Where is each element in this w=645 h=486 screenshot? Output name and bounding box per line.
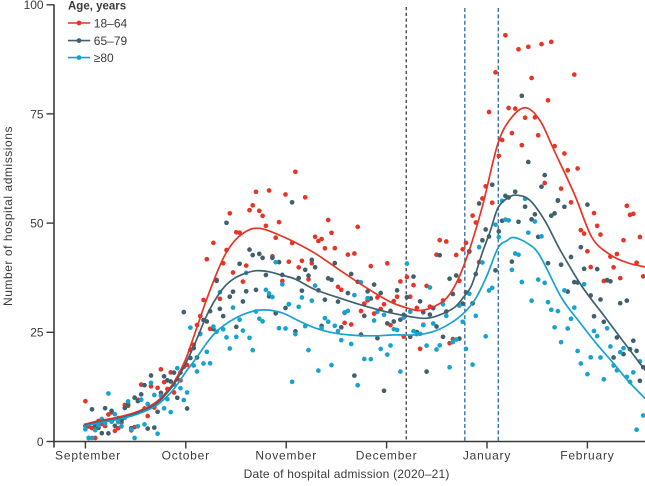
svg-text:≥80: ≥80 bbox=[94, 51, 114, 65]
svg-text:50: 50 bbox=[30, 217, 44, 231]
svg-text:November: November bbox=[255, 449, 317, 463]
svg-text:February: February bbox=[560, 449, 614, 463]
svg-text:September: September bbox=[55, 449, 121, 463]
svg-text:75: 75 bbox=[30, 107, 44, 121]
svg-text:Date of hospital admission (20: Date of hospital admission (2020–21) bbox=[244, 467, 450, 481]
svg-text:Number of hospital admissions: Number of hospital admissions bbox=[1, 126, 15, 306]
svg-text:December: December bbox=[356, 449, 418, 463]
svg-text:65–79: 65–79 bbox=[94, 34, 128, 48]
svg-text:January: January bbox=[463, 449, 511, 463]
svg-text:18–64: 18–64 bbox=[94, 16, 128, 30]
svg-text:Age, years: Age, years bbox=[68, 1, 126, 13]
svg-text:100: 100 bbox=[24, 0, 44, 12]
svg-text:October: October bbox=[162, 449, 210, 463]
svg-text:25: 25 bbox=[30, 326, 44, 340]
svg-text:0: 0 bbox=[37, 435, 44, 449]
